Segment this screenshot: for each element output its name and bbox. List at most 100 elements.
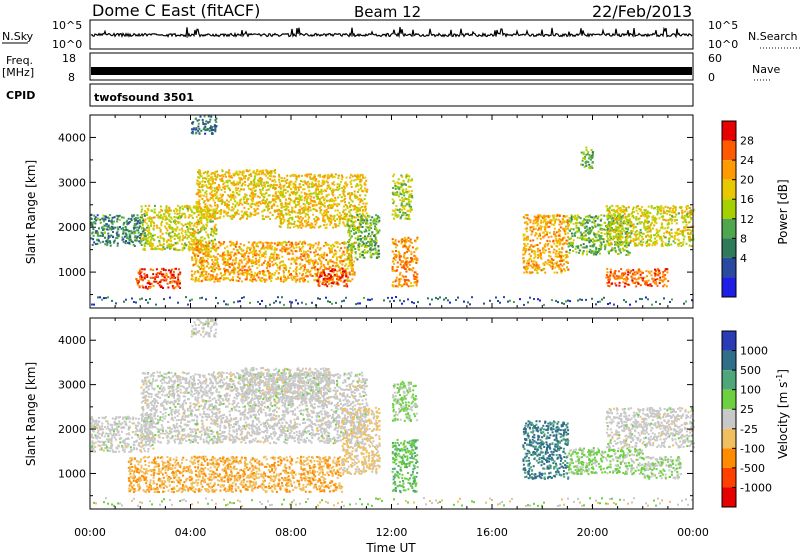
heatmap-cell (272, 186, 275, 189)
heatmap-cell (200, 267, 203, 269)
heatmap-cell (203, 228, 206, 231)
heatmap-cell (243, 206, 246, 209)
heatmap-cell (353, 271, 356, 274)
heatmap-cell (302, 184, 305, 186)
heatmap-cell (219, 174, 221, 177)
heatmap-cell (323, 201, 326, 204)
heatmap-cell (178, 212, 181, 215)
heatmap-cell (295, 175, 298, 178)
heatmap-cell (547, 242, 550, 245)
heatmap-cell (241, 203, 244, 206)
heatmap-cell (376, 217, 379, 220)
heatmap-cell (350, 223, 353, 226)
heatmap-cell (391, 238, 394, 241)
heatmap-cell (150, 246, 153, 248)
heatmap-cell (223, 261, 226, 264)
heatmap-cell (349, 259, 352, 262)
heatmap-cell (327, 193, 330, 196)
heatmap-cell (230, 255, 233, 258)
heatmap-cell (154, 246, 157, 249)
heatmap-cell (318, 207, 321, 210)
heatmap-cell (298, 220, 301, 223)
heatmap-cell (170, 217, 173, 220)
heatmap-cell (309, 245, 312, 248)
heatmap-cell (331, 215, 334, 218)
heatmap-cell (215, 233, 218, 235)
heatmap-cell (235, 242, 238, 245)
heatmap-cell (288, 214, 291, 216)
heatmap-cell (282, 221, 285, 224)
heatmap-cell (405, 279, 408, 281)
heatmap-cell (244, 175, 247, 177)
heatmap-cell (205, 193, 208, 196)
heatmap-cell (200, 240, 203, 242)
heatmap-cell (300, 250, 302, 252)
heatmap-cell (267, 264, 270, 267)
heatmap-cell (247, 208, 250, 210)
heatmap-cell (218, 217, 221, 219)
heatmap-cell (331, 176, 334, 179)
heatmap-cell (198, 186, 201, 188)
heatmap-cell (400, 261, 403, 263)
heatmap-cell (523, 233, 526, 236)
heatmap-cell (260, 248, 263, 250)
heatmap-cell (144, 210, 147, 212)
heatmap-cell (260, 254, 263, 256)
heatmap-cell (363, 238, 366, 241)
heatmap-cell (203, 205, 206, 208)
heatmap-cell (416, 276, 419, 279)
heatmap-cell (337, 224, 340, 227)
heatmap-cell (221, 275, 224, 277)
heatmap-cell (262, 272, 265, 275)
heatmap-cell (201, 257, 204, 260)
heatmap-cell (156, 274, 159, 277)
heatmap-cell (569, 244, 572, 247)
heatmap-cell (264, 185, 266, 188)
heatmap-cell (266, 198, 269, 201)
heatmap-cell (287, 258, 290, 261)
heatmap-cell (536, 247, 539, 250)
heatmap-cell (599, 228, 602, 231)
heatmap-cell (205, 223, 208, 226)
heatmap-cell (188, 222, 190, 225)
heatmap-cell (95, 230, 98, 233)
heatmap-cell (210, 231, 213, 234)
heatmap-cell (374, 225, 376, 228)
heatmap-cell (330, 282, 333, 285)
heatmap-cell (407, 200, 410, 203)
heatmap-cell (182, 237, 185, 240)
heatmap-cell (266, 176, 269, 179)
heatmap-cell (276, 243, 279, 246)
heatmap-cell (328, 176, 331, 179)
heatmap-cell (205, 184, 208, 187)
heatmap-cell (150, 248, 153, 251)
heatmap-cell (210, 191, 213, 194)
heatmap-cell (305, 173, 308, 176)
heatmap-cell (271, 199, 274, 202)
heatmap-cell (291, 208, 294, 211)
heatmap-cell (178, 237, 181, 240)
heatmap-cell (399, 191, 402, 194)
heatmap-cell (333, 200, 335, 203)
heatmap-cell (282, 247, 285, 250)
heatmap-cell (614, 228, 617, 231)
heatmap-cell (141, 223, 144, 226)
heatmap-cell (316, 216, 319, 219)
heatmap-cell (295, 280, 297, 283)
heatmap-cell (323, 174, 326, 177)
heatmap-cell (255, 212, 258, 215)
heatmap-cell (205, 213, 208, 216)
heatmap-cell (336, 205, 339, 208)
heatmap-cell (374, 247, 377, 250)
heatmap-cell (415, 261, 418, 264)
heatmap-cell (406, 209, 409, 212)
heatmap-cell (351, 215, 354, 218)
heatmap-cell (122, 227, 124, 229)
heatmap-cell (344, 181, 347, 184)
heatmap-cell (243, 176, 246, 179)
heatmap-cell (271, 272, 274, 275)
heatmap-cell (256, 173, 259, 176)
heatmap-cell (536, 272, 539, 274)
heatmap-cell (116, 218, 119, 221)
heatmap-cell (253, 214, 256, 216)
